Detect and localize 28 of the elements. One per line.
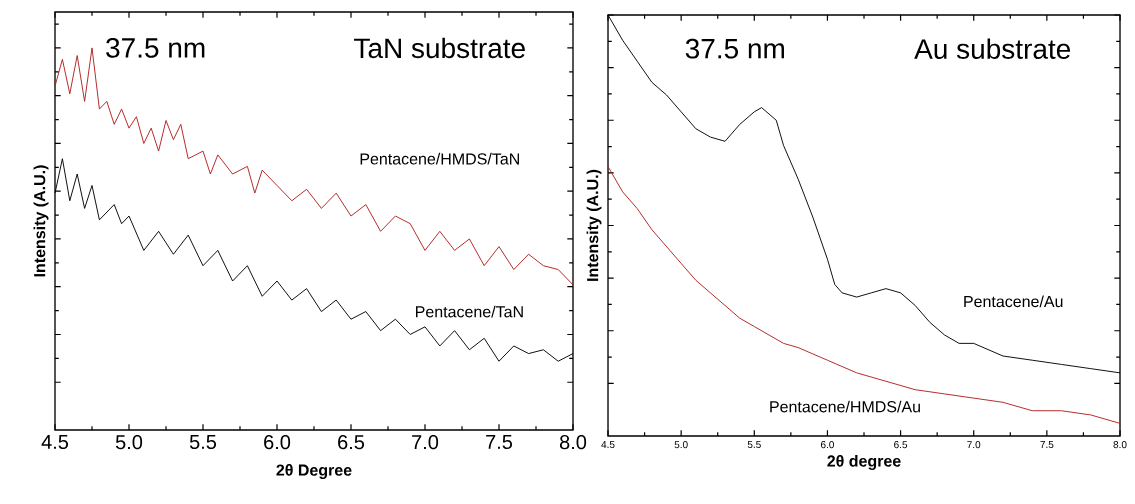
annotation: 37.5 nm	[106, 38, 205, 58]
x-tick-label: 7.5	[1040, 441, 1054, 449]
x-tick-label: 5.5	[189, 435, 217, 449]
x-tick-label: 5.0	[674, 441, 688, 449]
x-tick-label: 4.5	[41, 435, 69, 449]
series-label: Pentacene/HMDS/Au	[770, 400, 920, 413]
annotation: 37.5 nm	[685, 38, 784, 59]
x-axis-title: 2θ degree	[827, 454, 901, 470]
x-tick-label: 5.5	[747, 441, 761, 449]
x-tick-label: 7.0	[412, 435, 439, 450]
x-tick-label: 6.5	[894, 441, 908, 449]
x-tick-label: 6.0	[820, 441, 834, 449]
x-tick-label: 7.0	[967, 441, 981, 449]
text: Pentacene/Au	[964, 295, 1063, 308]
x-axis-title: 2θ Degree	[276, 464, 352, 479]
x-tick-label: 5.0	[115, 435, 143, 450]
y-axis-title: Intensity (A.U.)	[586, 169, 602, 281]
x-tick-label: 6.0	[264, 435, 291, 450]
x-tick-label: 6.5	[338, 435, 365, 450]
y-axis-title: Intensity (A.U.)	[33, 165, 49, 277]
text: Au substrate	[914, 38, 1071, 59]
text: Pentacene/HMDS/TaN	[360, 152, 519, 165]
series-label: Pentacene/TaN	[416, 305, 523, 318]
x-tick-label: 7.5	[486, 435, 513, 449]
chart-title: TaN substrate	[354, 37, 525, 59]
x-tick-label: 4.5	[601, 441, 615, 449]
x-tick-label: 8.0	[559, 435, 587, 450]
x-tick-label: 8.0	[1113, 441, 1127, 449]
